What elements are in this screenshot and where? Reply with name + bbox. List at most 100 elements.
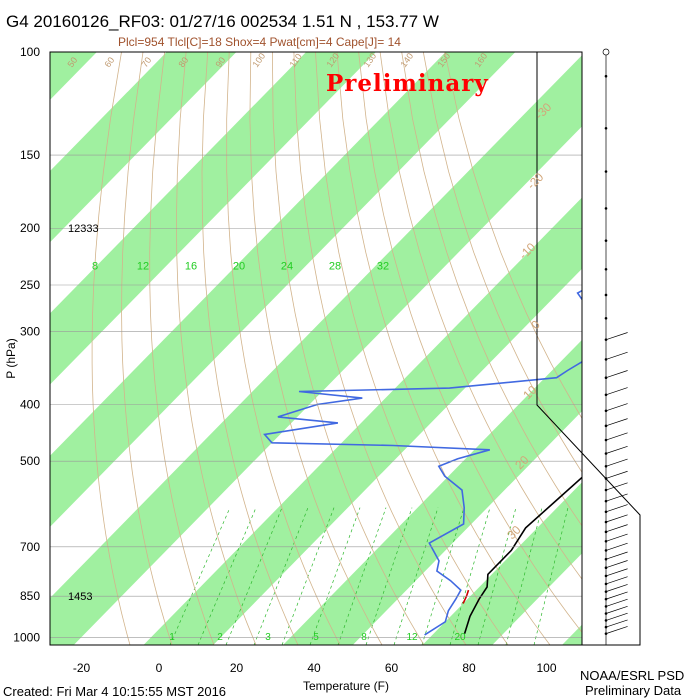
- isotherm-band: [50, 52, 237, 243]
- dry-adiabat: [176, 52, 257, 645]
- mixing-ratio-label: 28: [329, 260, 341, 272]
- series-temperature: [463, 476, 582, 634]
- mixing-ratio-label: 12: [137, 260, 149, 272]
- mixing-ratio-line: [253, 507, 309, 645]
- wind-dot: [604, 127, 608, 130]
- isotherm-band: [422, 482, 582, 645]
- wind-dot: [604, 376, 608, 380]
- wind-barb: [605, 542, 628, 551]
- mixing-ratio-line: [225, 507, 283, 645]
- dry-adiabat: [379, 52, 582, 580]
- wind-barb: [605, 560, 628, 569]
- credit-org: NOAA/ESRL PSD: [580, 668, 685, 683]
- isotherm-band: [562, 624, 582, 645]
- wind-barb: [605, 524, 628, 533]
- mixing-ratio-label-lower: 2: [217, 632, 223, 643]
- wind-dot: [604, 338, 608, 341]
- dry-adiabat: [91, 52, 131, 645]
- mixing-ratio-line: [337, 507, 387, 645]
- mixing-ratio-label: 32: [377, 260, 389, 272]
- mixing-ratio-label-lower: 8: [361, 632, 367, 643]
- dry-adiabat-label: 50: [65, 55, 79, 69]
- y-tick-label: 100: [20, 45, 40, 59]
- series-dewpoint: [263, 289, 582, 636]
- wind-barb: [605, 332, 628, 341]
- wind-barb: [605, 568, 628, 577]
- y-axis-label: P (hPa): [4, 338, 18, 378]
- wind-barb: [605, 493, 628, 502]
- dry-adiabat: [226, 52, 341, 645]
- wind-profile-outline: [536, 52, 641, 646]
- dry-adiabat-label: 140: [398, 51, 415, 69]
- dry-adiabat-label: 80: [176, 55, 190, 69]
- dry-adiabat: [121, 52, 173, 645]
- x-tick-label: 60: [385, 661, 399, 675]
- mixing-ratio-label: 16: [185, 260, 197, 272]
- wind-dot: [604, 207, 608, 210]
- dry-adiabat: [444, 52, 582, 420]
- wind-calm: [602, 48, 610, 56]
- wind-dot: [604, 293, 608, 297]
- wind-dot: [604, 477, 608, 480]
- mixing-ratio-line: [197, 507, 257, 645]
- y-tick-label: 700: [20, 540, 40, 554]
- mixing-ratio-label-lower: 20: [454, 632, 466, 643]
- sounding-indices: Plcl=954 Tlcl[C]=18 Shox=4 Pwat[cm]=4 Ca…: [118, 35, 401, 49]
- x-tick-label: 40: [307, 661, 321, 675]
- wind-barb: [605, 403, 628, 412]
- wind-barb: [605, 387, 628, 396]
- mixing-ratio-line: [169, 507, 231, 645]
- mixing-ratio-label: 8: [92, 260, 98, 272]
- mixing-ratio-label-lower: 1: [169, 632, 175, 643]
- wind-barb: [605, 445, 628, 454]
- wind-dot: [604, 499, 608, 503]
- x-tick-label: 20: [230, 661, 244, 675]
- y-tick-label: 150: [20, 148, 40, 162]
- wind-dot: [604, 267, 608, 271]
- dry-adiabat-label: 60: [102, 55, 116, 69]
- dry-adiabat: [201, 52, 299, 645]
- isotherm-band: [50, 55, 582, 645]
- x-tick-label: -20: [73, 661, 91, 675]
- wind-barb: [605, 370, 628, 379]
- wind-barb: [605, 626, 628, 634]
- wind-dot: [604, 464, 608, 468]
- dry-adiabat: [293, 52, 467, 645]
- mixing-ratio-label: 20: [233, 260, 245, 272]
- y-tick-label: 300: [20, 324, 40, 338]
- dry-adiabat: [336, 52, 551, 645]
- plot-frame: [49, 51, 583, 646]
- y-tick-label: 1000: [13, 630, 40, 644]
- mixing-ratio-label: 24: [281, 260, 293, 272]
- wind-dot: [604, 452, 608, 455]
- dry-adiabat: [272, 52, 425, 645]
- isotherm-band: [143, 197, 582, 645]
- dry-adiabat-label: 90: [213, 55, 227, 69]
- height-label: 1453: [68, 591, 92, 603]
- wind-barb: [605, 482, 628, 491]
- wind-barb: [605, 470, 628, 479]
- mixing-ratio-line: [309, 507, 361, 645]
- wind-barb: [605, 533, 628, 542]
- dry-adiabat: [422, 52, 582, 474]
- x-axis-label: Temperature (F): [303, 679, 389, 693]
- credit-note: Preliminary Data: [585, 683, 682, 698]
- y-tick-label: 200: [20, 221, 40, 235]
- x-tick-label: 80: [462, 661, 476, 675]
- wind-barb: [605, 591, 628, 600]
- y-tick-label: 850: [20, 589, 40, 603]
- mixing-ratio-line: [365, 507, 413, 645]
- wind-dot: [604, 239, 608, 242]
- mixing-ratio-label-lower: 5: [313, 632, 319, 643]
- dry-adiabat: [358, 52, 582, 633]
- wind-barb: [605, 619, 628, 628]
- isotherm-band: [50, 52, 376, 385]
- y-tick-label: 400: [20, 397, 40, 411]
- wind-barb: [605, 576, 628, 585]
- wind-dot: [604, 317, 608, 320]
- wind-barb: [605, 612, 628, 621]
- dry-adiabat: [249, 52, 383, 645]
- dry-adiabat-label: 100: [250, 51, 267, 69]
- y-tick-label: 500: [20, 454, 40, 468]
